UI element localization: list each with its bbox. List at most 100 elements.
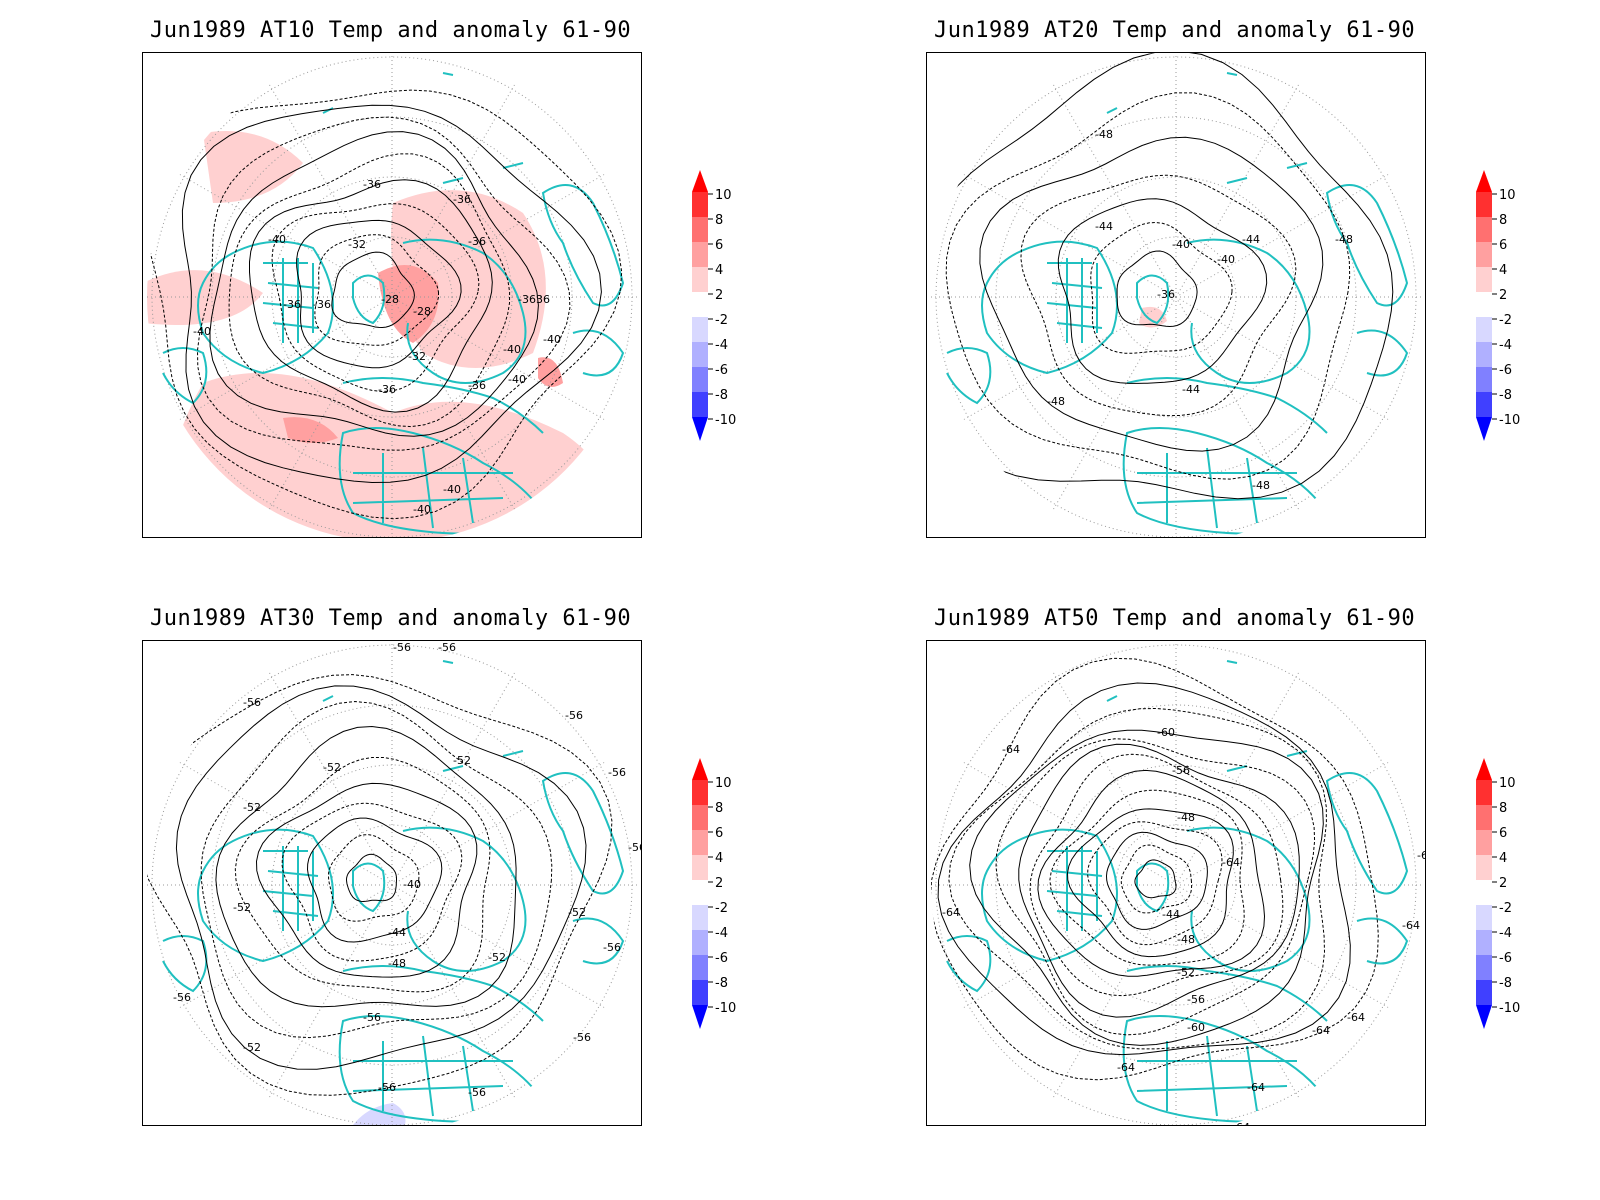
contour-label: -52: [453, 754, 471, 767]
colorbar-segment: [1476, 367, 1492, 392]
colorbar-segment: [692, 217, 708, 242]
colorbar-top-arrow: [692, 170, 708, 192]
colorbar-label: 6: [715, 238, 723, 253]
colorbar-label: -2: [715, 313, 728, 328]
colorbar: 10 8 6 4 2 -2 -4 -6 -8 -10: [1476, 758, 1520, 1029]
colorbar-segment: [692, 317, 708, 342]
colorbar-segment: [1476, 267, 1492, 292]
colorbar-label: 2: [1499, 876, 1507, 891]
contour-label: -44: [388, 926, 406, 939]
colorbar-label: 4: [715, 263, 723, 278]
contour-label: -32: [348, 238, 366, 251]
contour-label: -44: [1162, 908, 1180, 921]
colorbar-label: 2: [715, 288, 723, 303]
colorbar-label: 8: [1499, 213, 1507, 228]
contour-label: -56: [573, 1031, 591, 1044]
contour-lines: [931, 53, 1394, 500]
colorbar-label: 2: [1499, 288, 1507, 303]
panel-at20: Jun1989 AT20 Temp and anomaly 61-90 -48-…: [784, 0, 1584, 600]
coastlines: [162, 660, 625, 1123]
colorbar-label: 8: [1499, 801, 1507, 816]
colorbar-segment: [692, 392, 708, 417]
colorbar-label: -4: [715, 926, 728, 941]
contour-label: -40: [1172, 238, 1190, 251]
anomaly-shading: [353, 1103, 406, 1125]
contour-label: -56: [628, 841, 641, 854]
colorbar-label: 4: [715, 851, 723, 866]
colorbar-segment: [1476, 242, 1492, 267]
panel-title: Jun1989 AT50 Temp and anomaly 61-90: [934, 606, 1416, 631]
coastlines: [946, 72, 1409, 535]
contour-label: -56: [378, 1081, 396, 1094]
contour-label: -60: [1157, 726, 1175, 739]
colorbar-label: 10: [1499, 188, 1516, 203]
colorbar-label: -2: [715, 901, 728, 916]
colorbar-label: -4: [1499, 338, 1512, 353]
contour-label: -64: [1232, 1121, 1250, 1125]
contour-label: -56: [565, 709, 583, 722]
colorbar-segment: [1476, 905, 1492, 930]
contour-label: -36: [313, 298, 331, 311]
colorbar-label: -10: [1499, 413, 1520, 428]
contour-label: -56: [363, 1011, 381, 1024]
colorbar-label: -6: [715, 363, 728, 378]
colorbar-label: -8: [715, 976, 728, 991]
colorbar-segment: [1476, 830, 1492, 855]
colorbar-segment: [692, 930, 708, 955]
contour-label: -36: [378, 383, 396, 396]
colorbar-bottom-arrow: [1476, 417, 1492, 441]
colorbar-segment: [692, 242, 708, 267]
colorbar-segment: [692, 367, 708, 392]
colorbar-top-arrow: [692, 758, 708, 780]
contour-label: -40: [443, 483, 461, 496]
contour-label: -52: [233, 901, 251, 914]
colorbar-label: -4: [715, 338, 728, 353]
contour-label: -44: [1095, 220, 1113, 233]
polar-map: -64 -60 -56 -48 -64 -64 -64 -44 -48 -64 -52 -56 -60 -…: [931, 641, 1425, 1125]
colorbar-segment: [692, 880, 708, 905]
colorbar-segment: [1476, 317, 1492, 342]
colorbar-segment: [1476, 292, 1492, 317]
colorbar-segment: [1476, 855, 1492, 880]
colorbar-segment: [692, 780, 708, 805]
contour-lines: [931, 657, 1379, 1081]
contour-label: -36: [1157, 288, 1175, 301]
colorbar-label: -2: [1499, 901, 1512, 916]
colorbar-label: -2: [1499, 313, 1512, 328]
contour-label: -44: [1242, 233, 1260, 246]
colorbar-segment: [1476, 955, 1492, 980]
colorbar: 10 8 6 4 2 -2 -4 -6 -8 -10: [692, 758, 736, 1029]
map-frame: -64 -60 -56 -48 -64 -64 -64 -44 -48 -64 -52 -56 -60 -…: [926, 640, 1426, 1126]
panel-at10: Jun1989 AT10 Temp and anomaly 61-90 -36-…: [0, 0, 800, 600]
contour-label: -64: [1247, 1081, 1265, 1094]
colorbar-segment: [1476, 192, 1492, 217]
colorbar-top-arrow: [1476, 758, 1492, 780]
colorbar-label: -6: [1499, 951, 1512, 966]
contour-label: -64: [1312, 1024, 1330, 1037]
colorbar-top-arrow: [1476, 170, 1492, 192]
colorbar-label: -10: [715, 413, 736, 428]
map-frame: -36 -36 -40 -32 -36 -36 -36 -28 -28 -3636 -40 -40 -3…: [142, 52, 642, 538]
contour-label: -28: [413, 305, 431, 318]
map-frame: -56 -56 -56 -56 -52 -52 -52 -56 -40 -52 -44 -48 -52 -…: [142, 640, 642, 1126]
colorbar-label: 8: [715, 213, 723, 228]
contour-label: -40: [508, 373, 526, 386]
panel-at50: Jun1989 AT50 Temp and anomaly 61-90 -64 -…: [784, 588, 1584, 1188]
contour-label: -56: [393, 641, 411, 654]
contour-label: -48: [1047, 395, 1065, 408]
contour-label: -56: [1187, 993, 1205, 1006]
colorbar: 10 8 6 4 2 -2 -4 -6 -8 -10: [1476, 170, 1520, 441]
colorbar-label: -8: [715, 388, 728, 403]
colorbar-segment: [1476, 217, 1492, 242]
colorbar-label: -10: [715, 1001, 736, 1016]
contour-lines: [147, 674, 613, 1096]
contour-lines: [147, 89, 623, 520]
contour-label: -52: [243, 801, 261, 814]
contour-label: -64: [942, 906, 960, 919]
contour-label: -56: [608, 766, 626, 779]
contour-label: -60: [1187, 1021, 1205, 1034]
colorbar-label: -4: [1499, 926, 1512, 941]
contour-label: -56: [468, 1086, 486, 1099]
colorbar-label: 10: [715, 188, 732, 203]
colorbar-label: 4: [1499, 263, 1507, 278]
